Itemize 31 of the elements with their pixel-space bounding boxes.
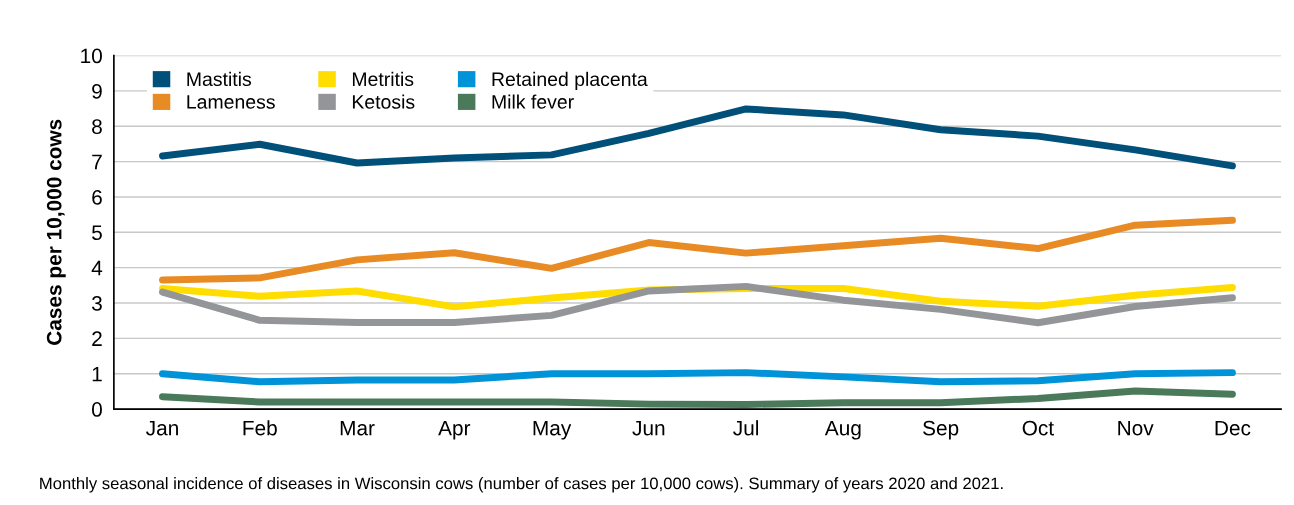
y-tick-label: 6 xyxy=(92,189,102,205)
y-tick-label: 7 xyxy=(92,154,102,170)
y-tick-label: 10 xyxy=(81,48,102,64)
y-axis-title: Cases per 10,000 cows xyxy=(46,119,66,345)
legend-label: Retained placenta xyxy=(492,71,648,90)
x-tick-label: Jun xyxy=(632,420,665,436)
y-tick-label: 8 xyxy=(92,119,102,134)
x-tick-label: Mar xyxy=(340,420,375,436)
y-tick-label: 5 xyxy=(92,225,102,241)
x-tick-label: Jul xyxy=(733,420,759,436)
x-tick-label: Sep xyxy=(923,420,959,440)
x-tick-label: Jan xyxy=(146,420,178,436)
y-tick-label: 0 xyxy=(91,402,102,417)
legend-label: Ketosis xyxy=(352,94,415,109)
legend-label: Metritis xyxy=(352,71,414,87)
legend-label: Lameness xyxy=(187,95,275,109)
y-tick-label: 2 xyxy=(92,331,102,346)
legend-label: Milk fever xyxy=(492,94,574,109)
x-tick-label: Nov xyxy=(1118,420,1154,436)
y-tick-label: 4 xyxy=(91,260,103,276)
x-tick-label: Oct xyxy=(1022,420,1054,436)
x-tick-label: Apr xyxy=(438,420,471,440)
y-tick-label: 1 xyxy=(92,366,102,382)
y-tick-label: 3 xyxy=(91,296,102,311)
legend-label: Mastitis xyxy=(187,71,252,87)
y-tick-label: 9 xyxy=(92,83,102,99)
x-tick-label: Feb xyxy=(243,420,277,436)
text: Monthly seasonal incidence of diseases in Wisconsin cows (number of cases per 10,000 cows). Summary of years 2020 and 2021. xyxy=(40,477,1003,493)
x-tick-label: May xyxy=(533,420,572,440)
x-tick-label: Aug xyxy=(824,420,861,440)
x-tick-label: Dec xyxy=(1215,420,1251,436)
